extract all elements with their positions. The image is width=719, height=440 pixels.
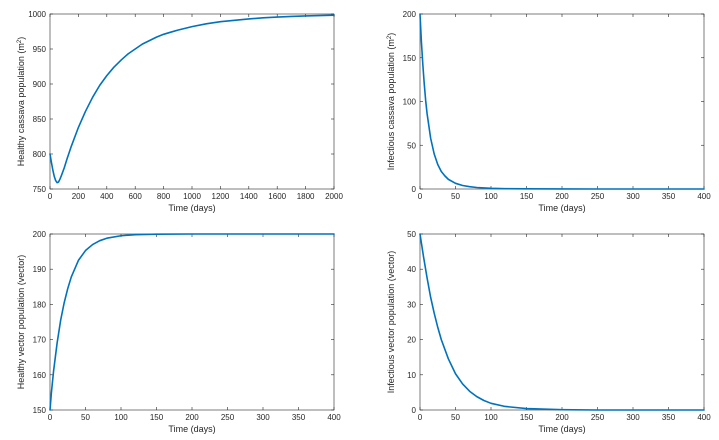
y-tick-label: 950: [33, 45, 47, 54]
x-tick-label: 0: [48, 413, 53, 422]
x-axis-label: Time (days): [168, 203, 215, 213]
x-tick-label: 600: [129, 192, 143, 201]
y-tick-label: 10: [407, 371, 416, 380]
x-tick-label: 1800: [297, 192, 315, 201]
series-line-1: [419, 13, 705, 190]
x-tick-label: 400: [327, 413, 341, 422]
series-line-1: [49, 14, 335, 184]
x-tick-label: 1600: [268, 192, 286, 201]
plot-area: [419, 13, 705, 190]
y-axis-label-text: Healthy vector population (vector): [16, 255, 26, 390]
y-tick-label: 50: [407, 141, 416, 150]
x-tick-label: 50: [81, 413, 90, 422]
y-axis-label-text: Infectious cassava population (m: [386, 39, 396, 170]
plot-area: [49, 233, 335, 411]
x-tick-label: 400: [100, 192, 114, 201]
y-axis-label-sup: 2: [387, 35, 393, 39]
x-tick-label: 100: [114, 413, 128, 422]
y-tick-label: 190: [33, 265, 47, 274]
y-tick-label: 180: [33, 300, 47, 309]
y-tick-label: 160: [33, 371, 47, 380]
x-tick-label: 200: [185, 413, 199, 422]
y-axis-label-text: Healthy cassava population (m: [16, 43, 26, 166]
x-tick-label: 300: [626, 192, 640, 201]
y-tick-label: 30: [407, 300, 416, 309]
x-tick-label: 0: [48, 192, 53, 201]
y-tick-label: 850: [33, 115, 47, 124]
y-tick-label: 800: [33, 150, 47, 159]
y-tick-label: 150: [33, 406, 47, 415]
x-tick-label: 250: [591, 192, 605, 201]
x-tick-label: 250: [221, 413, 235, 422]
series-line-1: [419, 233, 705, 411]
x-tick-label: 300: [256, 413, 270, 422]
y-tick-label: 50: [407, 230, 416, 239]
x-tick-label: 800: [157, 192, 171, 201]
x-tick-label: 1200: [212, 192, 230, 201]
y-axis-label-sup: 2: [17, 39, 23, 43]
x-tick-label: 100: [484, 192, 498, 201]
y-tick-label: 170: [33, 336, 47, 345]
x-tick-label: 400: [697, 413, 711, 422]
y-axis-label: Healthy cassava population (m2): [16, 37, 26, 166]
x-tick-label: 350: [662, 192, 676, 201]
x-tick-label: 150: [520, 192, 534, 201]
series-line-1: [49, 233, 335, 411]
y-tick-label: 150: [403, 54, 417, 63]
x-tick-label: 50: [451, 192, 460, 201]
x-tick-label: 100: [484, 413, 498, 422]
y-axis-label: Infectious vector population (vector): [386, 251, 396, 394]
x-tick-label: 0: [418, 192, 423, 201]
x-axis-label: Time (days): [168, 424, 215, 434]
plot-area: [419, 233, 705, 411]
y-axis-label-end: ): [386, 33, 396, 36]
chart-panel-2: 0 50 100 150 200 250 300 350 400 0 50 100 150 200 Time…: [386, 10, 711, 213]
y-axis-label-text: Infectious vector population (vector): [386, 251, 396, 394]
y-tick-label: 0: [412, 185, 417, 194]
x-tick-label: 200: [555, 192, 569, 201]
y-tick-label: 100: [403, 98, 417, 107]
y-tick-label: 40: [407, 265, 416, 274]
y-tick-label: 20: [407, 336, 416, 345]
y-tick-label: 1000: [28, 10, 46, 19]
chart-panel-4: 0 50 100 150 200 250 300 350 400 0 10 20 30 40 50 Time …: [386, 230, 711, 434]
x-tick-label: 300: [626, 413, 640, 422]
x-tick-label: 350: [662, 413, 676, 422]
chart-panel-1: 0 200 400 600 800 1000 1200 1400 1600 1800 2000 750…: [16, 10, 343, 213]
y-tick-label: 200: [33, 230, 47, 239]
y-tick-label: 900: [33, 80, 47, 89]
y-axis-label-end: ): [16, 37, 26, 40]
x-tick-label: 0: [418, 413, 423, 422]
x-tick-label: 1400: [240, 192, 258, 201]
x-tick-label: 2000: [325, 192, 343, 201]
x-tick-label: 1000: [183, 192, 201, 201]
x-tick-label: 350: [292, 413, 306, 422]
x-tick-label: 150: [520, 413, 534, 422]
x-tick-label: 50: [451, 413, 460, 422]
x-tick-label: 200: [555, 413, 569, 422]
chart-panel-3: 0 50 100 150 200 250 300 350 400 150 160 170 180 190 2…: [16, 230, 341, 434]
x-axis-label: Time (days): [538, 203, 585, 213]
y-axis-label: Infectious cassava population (m2): [386, 33, 396, 170]
y-tick-label: 0: [412, 406, 417, 415]
y-axis-label: Healthy vector population (vector): [16, 255, 26, 390]
y-tick-label: 750: [33, 185, 47, 194]
x-axis-label: Time (days): [538, 424, 585, 434]
x-tick-label: 250: [591, 413, 605, 422]
y-tick-label: 200: [403, 10, 417, 19]
plot-area: [49, 13, 335, 190]
x-tick-label: 150: [150, 413, 164, 422]
x-tick-label: 400: [697, 192, 711, 201]
x-tick-label: 200: [72, 192, 86, 201]
